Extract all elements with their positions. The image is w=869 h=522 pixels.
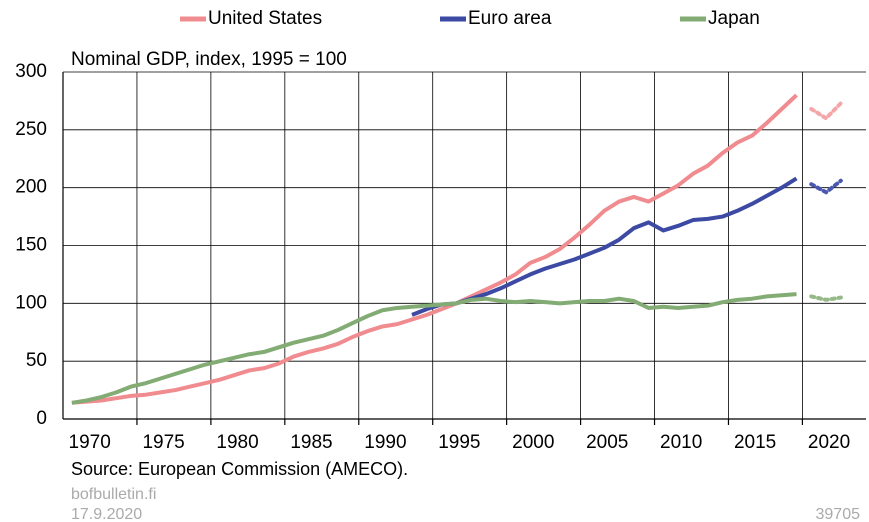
series-line — [411, 176, 798, 317]
x-tick-label: 2005 — [586, 432, 628, 453]
chart-id: 39705 — [816, 506, 861, 522]
y-tick-label: 150 — [15, 235, 47, 256]
date: 17.9.2020 — [71, 506, 142, 522]
y-tick-label: 0 — [36, 408, 47, 429]
legend-label: Euro area — [468, 8, 552, 29]
forecast-line — [809, 101, 843, 121]
chart-title: Nominal GDP, index, 1995 = 100 — [71, 49, 347, 70]
forecast-line — [809, 178, 843, 195]
x-tick-label: 1980 — [216, 432, 258, 453]
series-line — [71, 292, 797, 405]
x-tick-label: 2015 — [734, 432, 776, 453]
x-tick-label: 1970 — [69, 432, 111, 453]
x-tick-label: 2010 — [660, 432, 702, 453]
x-tick-label: 1985 — [290, 432, 332, 453]
publisher: bofbulletin.fi — [71, 486, 156, 503]
x-tick-label: 2020 — [808, 432, 850, 453]
y-tick-label: 100 — [15, 292, 47, 313]
y-tick-label: 250 — [15, 119, 47, 140]
x-tick-label: 1990 — [364, 432, 406, 453]
y-tick-label: 300 — [15, 61, 47, 82]
y-tick-label: 50 — [26, 350, 47, 371]
x-tick-label: 1995 — [438, 432, 480, 453]
series-line — [71, 93, 798, 405]
y-tick-label: 200 — [15, 177, 47, 198]
legend-label: United States — [208, 8, 322, 29]
x-tick-label: 2000 — [512, 432, 554, 453]
x-tick-label: 1975 — [142, 432, 184, 453]
legend-label: Japan — [708, 8, 760, 29]
source: Source: European Commission (AMECO). — [71, 459, 408, 479]
forecast-line — [809, 294, 843, 302]
